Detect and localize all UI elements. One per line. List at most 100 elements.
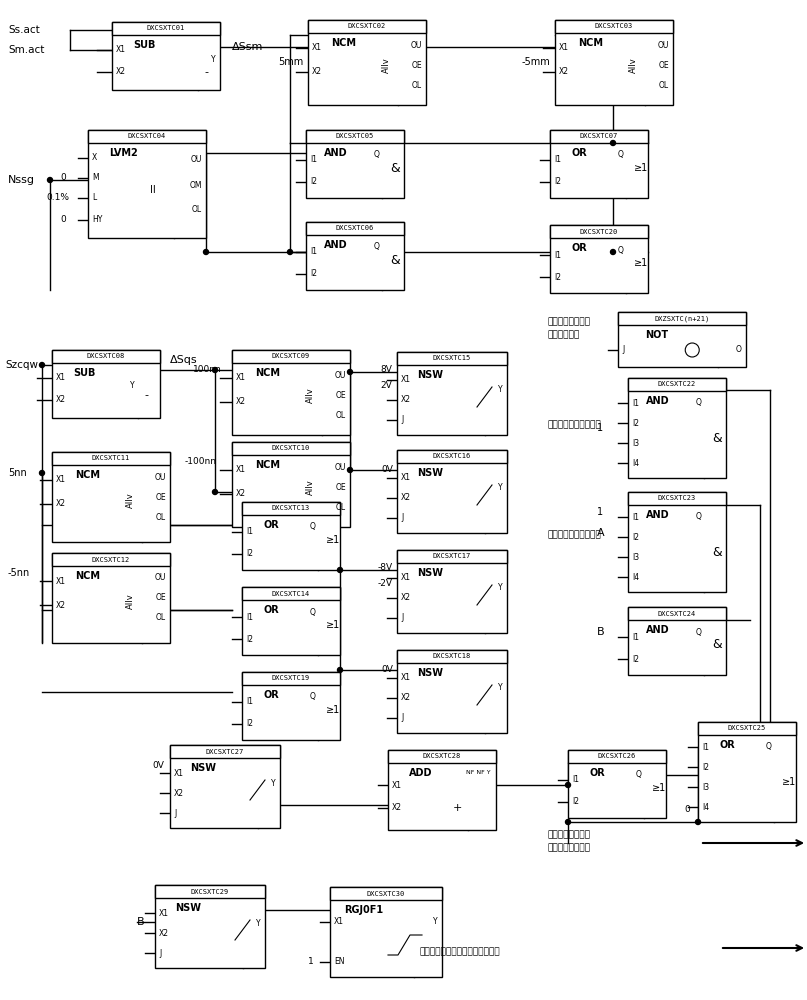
Text: I2: I2 xyxy=(246,720,253,728)
Text: NSW: NSW xyxy=(417,568,443,578)
Bar xyxy=(52,553,170,643)
Bar xyxy=(306,222,404,235)
Circle shape xyxy=(696,820,700,824)
Text: -8V: -8V xyxy=(378,564,393,572)
Bar xyxy=(568,750,666,818)
Bar xyxy=(550,130,648,143)
Text: B: B xyxy=(137,917,144,927)
Text: 5nn: 5nn xyxy=(8,468,27,478)
Text: X1: X1 xyxy=(56,576,66,585)
Bar xyxy=(397,450,507,533)
Text: DXCSXTC17: DXCSXTC17 xyxy=(433,554,471,560)
Text: ≥1: ≥1 xyxy=(782,777,797,787)
Text: X2: X2 xyxy=(236,489,246,498)
Text: -: - xyxy=(204,67,208,77)
Text: I2: I2 xyxy=(632,654,639,664)
Text: AND: AND xyxy=(324,148,347,158)
Text: I1: I1 xyxy=(246,698,253,706)
Text: 2V: 2V xyxy=(380,380,391,389)
Text: X2: X2 xyxy=(401,395,411,404)
Text: OL: OL xyxy=(412,81,422,90)
Text: DXCSXTC11: DXCSXTC11 xyxy=(92,456,130,462)
Bar xyxy=(88,130,206,143)
Text: I2: I2 xyxy=(632,532,639,542)
Bar xyxy=(52,452,170,465)
Text: OR: OR xyxy=(720,740,735,750)
Bar xyxy=(52,350,160,418)
Text: Y: Y xyxy=(499,584,503,592)
Text: X1: X1 xyxy=(159,908,169,918)
Bar xyxy=(397,650,507,733)
Text: Q: Q xyxy=(695,512,701,522)
Text: DXCSXTC30: DXCSXTC30 xyxy=(367,890,405,896)
Text: EN: EN xyxy=(334,958,345,966)
Text: DXCSXTC19: DXCSXTC19 xyxy=(272,676,310,682)
Text: Q: Q xyxy=(373,150,379,159)
Text: OL: OL xyxy=(659,81,669,90)
Bar xyxy=(330,887,442,900)
Text: I4: I4 xyxy=(702,802,709,812)
Text: NSW: NSW xyxy=(190,763,216,773)
Text: J: J xyxy=(401,714,404,722)
Bar xyxy=(397,550,507,633)
Text: OL: OL xyxy=(336,410,346,420)
Text: AND: AND xyxy=(646,625,669,635)
Text: ≥1: ≥1 xyxy=(634,258,648,268)
Text: ΔSsm: ΔSsm xyxy=(232,42,263,52)
Text: ≥1: ≥1 xyxy=(652,783,667,793)
Text: &: & xyxy=(712,432,721,444)
Text: 5mm: 5mm xyxy=(278,57,303,67)
Text: OE: OE xyxy=(412,60,422,70)
Text: I1: I1 xyxy=(632,512,639,522)
Text: J: J xyxy=(159,948,161,958)
Text: I2: I2 xyxy=(572,798,579,806)
Bar xyxy=(242,502,340,515)
Text: OL: OL xyxy=(336,502,346,512)
Text: X1: X1 xyxy=(236,466,246,475)
Text: &: & xyxy=(390,161,399,174)
Text: I2: I2 xyxy=(310,269,317,278)
Text: Q: Q xyxy=(617,245,623,254)
Text: RGJ0F1: RGJ0F1 xyxy=(344,905,383,915)
Text: OL: OL xyxy=(192,206,202,215)
Text: ADD: ADD xyxy=(408,768,433,778)
Text: I2: I2 xyxy=(310,178,317,186)
Text: Y: Y xyxy=(499,385,503,394)
Text: Y: Y xyxy=(211,55,216,64)
Text: I1: I1 xyxy=(246,612,253,621)
Text: OE: OE xyxy=(659,60,669,70)
Text: DXCSXTC25: DXCSXTC25 xyxy=(728,726,766,732)
Bar xyxy=(308,20,426,105)
Bar xyxy=(555,20,673,105)
Bar xyxy=(232,442,350,455)
Text: DXCSXTC05: DXCSXTC05 xyxy=(336,133,374,139)
Text: OU: OU xyxy=(155,574,166,582)
Text: OR: OR xyxy=(264,520,279,530)
Text: SUB: SUB xyxy=(73,368,95,378)
Text: OR: OR xyxy=(571,243,587,253)
Text: ≥1: ≥1 xyxy=(326,705,341,715)
Bar xyxy=(52,350,160,363)
Text: I2: I2 xyxy=(554,272,561,282)
Text: OE: OE xyxy=(156,593,166,602)
Text: OU: OU xyxy=(658,40,669,49)
Text: X1: X1 xyxy=(392,780,402,790)
Text: X2: X2 xyxy=(401,694,411,702)
Text: Y: Y xyxy=(499,484,503,492)
Text: 传动运行使能信号: 传动运行使能信号 xyxy=(548,844,591,852)
Text: J: J xyxy=(622,346,625,355)
Circle shape xyxy=(611,249,616,254)
Text: OR: OR xyxy=(264,690,279,700)
Circle shape xyxy=(566,820,571,824)
Text: DXCSXTC15: DXCSXTC15 xyxy=(433,356,471,361)
Text: DXCSXTC28: DXCSXTC28 xyxy=(423,754,461,760)
Text: I3: I3 xyxy=(702,782,709,792)
Text: OL: OL xyxy=(156,512,166,522)
Bar xyxy=(88,130,206,238)
Text: NCM: NCM xyxy=(331,38,356,48)
Text: NSW: NSW xyxy=(417,370,443,380)
Text: +: + xyxy=(453,803,462,813)
Text: NSW: NSW xyxy=(417,468,443,478)
Circle shape xyxy=(203,249,208,254)
Text: II: II xyxy=(150,185,156,195)
